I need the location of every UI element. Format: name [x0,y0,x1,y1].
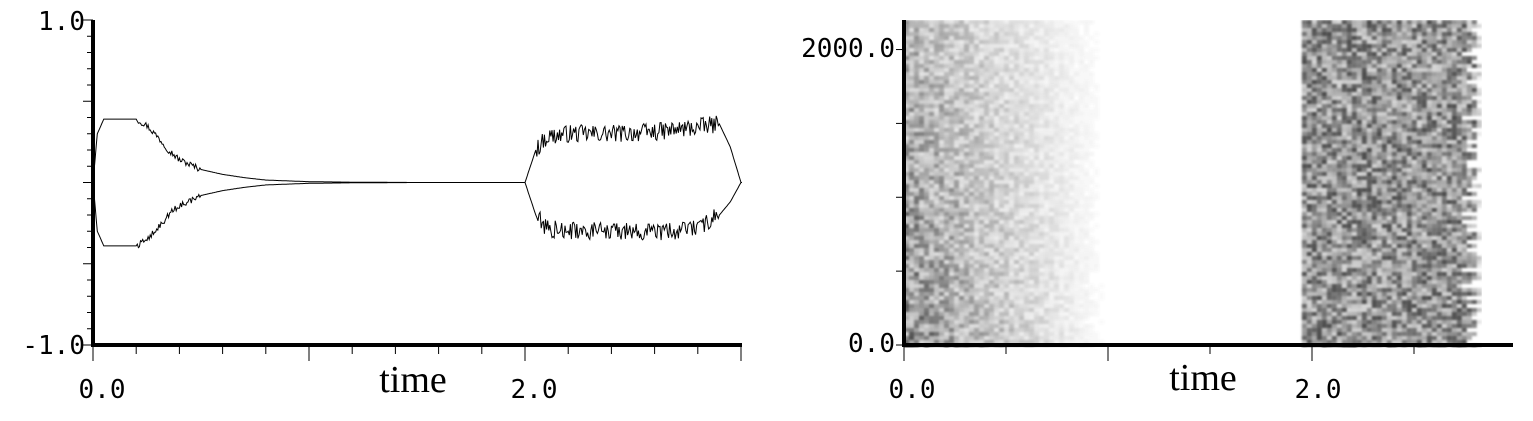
waveform-x-tick-label-start: 0.0 [79,375,126,405]
spectrogram-y-tick-label-bottom: 0.0 [848,329,895,359]
spectrogram-y-tick-label-top: 2000.0 [801,34,895,64]
spectrogram-x-tick-label-mid: 2.0 [1295,375,1342,405]
waveform-envelope-lower-envelope [92,182,742,249]
waveform-ticks [83,19,742,361]
waveform-y-tick-label-top: 1.0 [38,7,85,37]
spectrogram-x-axis-title: time [1169,357,1237,399]
waveform-x-axis-title: time [379,359,447,401]
waveform-chart: 1.0 -1.0 0.0 2.0 time [22,7,742,405]
spectrogram-plot-area [904,20,1482,348]
spectrogram-region-2 [1301,20,1482,348]
spectrogram-x-tick-label-start: 0.0 [889,375,936,405]
spectrogram-chart: 2000.0 0.0 0.0 2.0 time [801,20,1513,405]
waveform-y-tick-label-bottom: -1.0 [22,331,85,361]
waveform-envelope-upper-envelope [92,115,742,183]
spectrogram-region-1 [904,20,1099,348]
waveform-series-group [92,115,742,249]
waveform-x-tick-label-mid: 2.0 [511,375,558,405]
